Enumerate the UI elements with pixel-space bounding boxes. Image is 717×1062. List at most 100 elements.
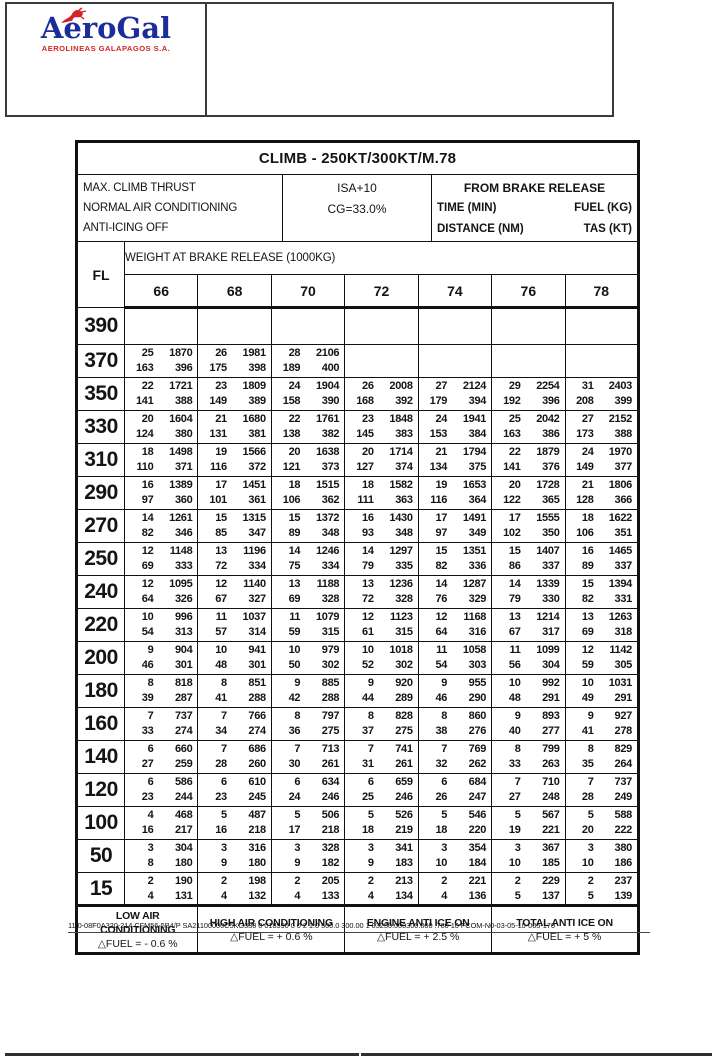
weight-column-header: 68: [197, 274, 272, 309]
dist-value: 17: [288, 824, 301, 836]
table-row: 15 2 190 4 131 2 198 4 132 2 205 4 133 2 213 4 134 2 221 4 1…: [76, 872, 640, 906]
fuel-value: 737: [614, 776, 633, 788]
dist-value: 20: [581, 824, 594, 836]
condition-line: ANTI-ICING OFF: [83, 222, 169, 234]
dist-value: 179: [429, 395, 448, 407]
time-value: 15: [435, 545, 448, 557]
time-value: 10: [215, 644, 227, 656]
fuel-value: 829: [614, 743, 633, 755]
flight-level-value: 370: [76, 344, 125, 378]
fuel-value: 487: [248, 809, 266, 821]
performance-cell: 5 567 19 221: [491, 806, 566, 840]
tas-value: 396: [542, 395, 560, 407]
performance-cell: 26 1981 175 398: [197, 344, 272, 378]
dist-value: 101: [209, 494, 227, 506]
tas-value: 180: [174, 857, 193, 869]
flight-level-value: 350: [76, 377, 125, 411]
weight-column-header: 76: [491, 274, 566, 309]
climb-performance-table: CLIMB - 250KT/300KT/M.78 MAX. CLIMB THRU…: [75, 140, 640, 955]
fuel-value: 686: [248, 743, 266, 755]
letterhead-blank-cell: [207, 4, 612, 115]
performance-cell: 21 1806 128 366: [564, 476, 640, 510]
tas-value: 182: [321, 857, 340, 869]
fuel-value: 586: [174, 776, 193, 788]
performance-cell: 19 1653 116 364: [417, 476, 493, 510]
time-value: 6: [221, 776, 227, 788]
table-row: 350 22 1721 141 388 23 1809 149 389 24 1904 158 390 2…: [76, 377, 640, 411]
fuel-value: 1031: [608, 677, 633, 689]
performance-cell: 8 799 33 263: [491, 740, 566, 774]
performance-cell: 10 941 48 301: [197, 641, 272, 675]
tas-value: 329: [468, 593, 487, 605]
tas-value: 291: [614, 692, 633, 704]
fuel-value: 229: [542, 874, 560, 887]
time-value: 8: [367, 710, 374, 722]
dist-value: 106: [576, 527, 594, 539]
weight-column-header: 78: [564, 274, 640, 309]
time-value: 8: [147, 677, 154, 689]
performance-cell: [564, 307, 640, 345]
flight-level-value: 200: [76, 641, 125, 675]
dist-value: 168: [356, 395, 374, 407]
condition-line: MAX. CLIMB THRUST: [83, 182, 196, 194]
table-row: 100 4 468 16 217 5 487 16 218 5 506 17 218 5 526 18 219 5…: [76, 806, 640, 840]
time-value: 15: [581, 578, 594, 590]
performance-cell: 2 205 4 133: [270, 872, 346, 906]
flight-level-value: 140: [76, 740, 125, 774]
performance-cell: 3 354 10 184: [417, 839, 493, 873]
time-value: 18: [581, 512, 594, 524]
fuel-value: 634: [321, 776, 340, 788]
tas-value: 380: [174, 428, 193, 440]
dist-value: 116: [430, 494, 448, 506]
dist-value: 9: [367, 857, 374, 869]
time-value: 13: [508, 611, 521, 623]
fuel-value: 799: [542, 743, 560, 755]
tas-value: 328: [395, 593, 413, 605]
performance-cell: 6 586 23 244: [123, 773, 199, 807]
tas-value: 301: [248, 659, 266, 671]
fuel-value: 860: [468, 710, 487, 722]
dist-value: 38: [435, 725, 448, 737]
letterhead-box: AeroGal AEROLINEAS GALAPAGOS S.A.: [5, 2, 614, 117]
fuel-value: 328: [321, 842, 340, 854]
tas-value: 330: [542, 593, 560, 605]
tas-value: 392: [395, 395, 413, 407]
performance-cell: 2 190 4 131: [123, 872, 199, 906]
tas-value: 318: [614, 626, 633, 638]
dist-value: 192: [503, 395, 521, 407]
performance-cell: 16 1389 97 360: [123, 476, 199, 510]
tas-value: 222: [614, 824, 633, 836]
time-label: TIME (MIN): [437, 202, 497, 214]
fuel-value: 1214: [536, 611, 560, 623]
performance-cell: [417, 307, 493, 345]
performance-cell: 4 468 16 217: [123, 806, 199, 840]
dist-value: 28: [215, 758, 227, 770]
dist-value: 106: [282, 494, 301, 506]
dist-value: 41: [581, 725, 594, 737]
tas-value: 350: [542, 527, 560, 539]
time-value: 9: [514, 710, 521, 722]
fuel-value: 1236: [389, 578, 413, 590]
fuel-value: 2254: [536, 380, 560, 392]
tas-value: 316: [468, 626, 487, 638]
time-value: 16: [141, 479, 154, 491]
tas-value: 262: [468, 758, 487, 770]
tas-value: 246: [321, 791, 340, 803]
tas-value: 347: [248, 527, 266, 539]
performance-cell: [564, 344, 640, 378]
performance-cell: 14 1339 79 330: [491, 575, 566, 609]
performance-cell: 14 1261 82 346: [123, 509, 199, 543]
tas-value: 184: [468, 857, 487, 869]
dist-value: 97: [435, 527, 448, 539]
tas-value: 315: [395, 626, 413, 638]
correction-cell: LOW AIR CONDITIONING △FUEL = - 0.6 %: [75, 904, 199, 954]
tas-value: 274: [174, 725, 193, 737]
time-value: 7: [147, 710, 154, 722]
dist-value: 173: [576, 428, 594, 440]
fuel-value: 1981: [242, 347, 267, 359]
tas-value: 360: [174, 494, 193, 506]
performance-cell: [270, 307, 346, 345]
tas-value: 348: [321, 527, 340, 539]
fuel-value: 851: [248, 677, 266, 689]
fuel-value: 1394: [608, 578, 633, 590]
